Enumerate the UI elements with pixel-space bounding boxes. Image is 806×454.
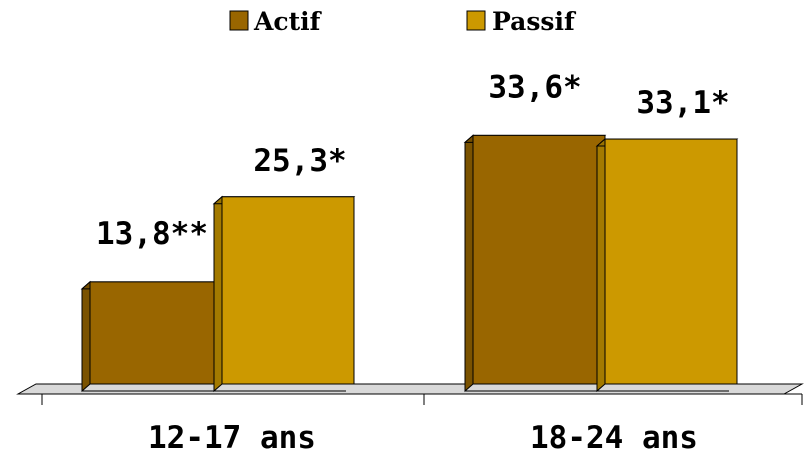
legend: Actif Passif [229,7,577,36]
legend-swatch-passif [466,10,486,31]
bar-actif-0 [80,280,224,393]
floor-plane [16,383,804,395]
data-label-passif-0: 25,3* [253,143,346,179]
legend-label-passif: Passif [492,7,577,36]
data-label-actif-0: 13,8** [96,216,208,252]
bars [80,134,739,393]
data-label-passif-1: 33,1* [636,85,729,121]
category-label-1: 18-24 ans [530,420,698,454]
bar-passif-1 [595,137,739,393]
chart-floor [16,383,804,405]
legend-swatch-actif [229,10,249,31]
category-label-0: 12-17 ans [148,420,316,454]
data-labels: 13,8** 25,3* 33,6* 33,1* [96,69,730,252]
bar-passif-0 [212,195,356,393]
category-labels: 12-17 ans 18-24 ans [148,420,698,454]
legend-label-actif: Actif [253,7,323,36]
data-label-actif-1: 33,6* [488,69,581,105]
bar-actif-1 [463,134,607,393]
